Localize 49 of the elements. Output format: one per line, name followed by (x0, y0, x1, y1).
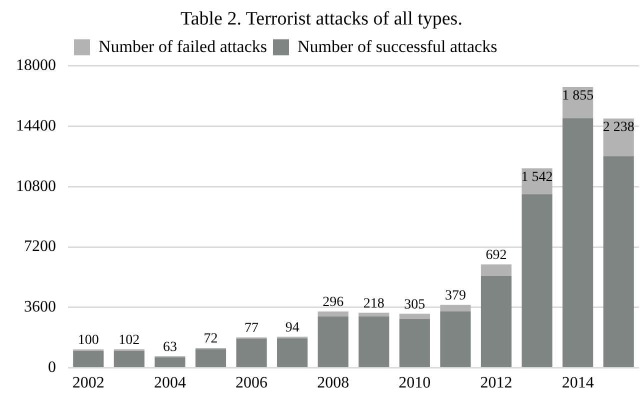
x-tick-label: 2010 (398, 374, 431, 392)
y-tick-label: 3600 (24, 298, 56, 316)
y-tick-label: 7200 (24, 238, 56, 256)
chart-title: Table 2. Terrorist attacks of all types. (180, 8, 462, 30)
x-tick-label: 2014 (562, 374, 594, 392)
x-tick-label: 2008 (317, 374, 350, 392)
legend-label: Number of successful attacks (298, 36, 498, 56)
bar (480, 264, 512, 276)
y-tick-label: 10800 (16, 178, 56, 195)
bar (562, 118, 594, 368)
data-label: 2 238 (602, 120, 634, 136)
y-tick-label: 0 (48, 359, 56, 376)
bar (399, 318, 430, 368)
bar (114, 351, 144, 368)
data-label: 72 (204, 332, 218, 347)
bar (318, 311, 348, 316)
bar (440, 311, 471, 368)
bar (399, 314, 430, 319)
bar (440, 304, 471, 312)
data-label: 692 (486, 248, 507, 264)
data-label: 218 (363, 296, 384, 312)
bar (603, 156, 634, 368)
bar (480, 276, 512, 368)
data-label: 379 (444, 288, 466, 304)
data-label: 305 (404, 297, 426, 312)
data-label: 102 (118, 332, 140, 348)
bar (318, 316, 348, 368)
x-tick-label: 2012 (480, 374, 512, 392)
x-tick-label: 2006 (236, 374, 268, 392)
x-tick-label: 2002 (72, 374, 104, 392)
y-tick-label: 14400 (16, 117, 56, 134)
data-label: 94 (285, 320, 300, 336)
bar (522, 194, 552, 368)
data-label: 1 855 (562, 88, 594, 104)
x-tick-label: 2004 (154, 374, 186, 392)
data-label: 1 542 (521, 170, 553, 185)
data-label: 63 (162, 340, 177, 355)
data-label: 296 (322, 295, 344, 310)
y-tick-label: 18000 (16, 57, 56, 74)
bar (154, 357, 186, 368)
bar (73, 351, 104, 368)
bar (277, 338, 308, 368)
data-label: 77 (244, 320, 259, 336)
bar (236, 338, 267, 368)
legend-label: Number of failed attacks (98, 36, 268, 56)
bar (195, 349, 226, 368)
data-label: 100 (78, 333, 99, 348)
bar (358, 312, 390, 316)
bar (358, 316, 390, 368)
